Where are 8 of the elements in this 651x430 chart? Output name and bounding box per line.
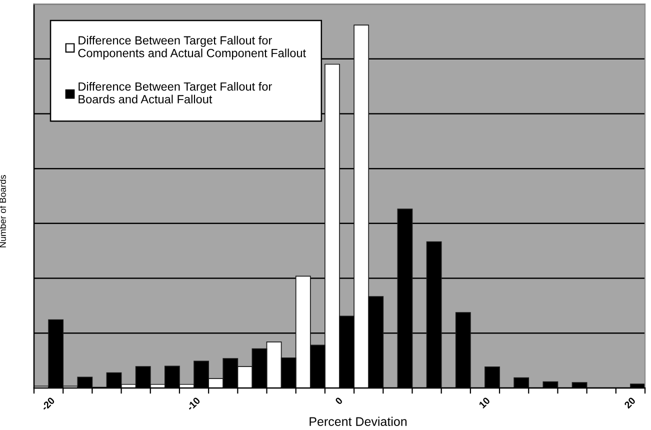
x-tick-label: 0 xyxy=(334,396,343,405)
legend-label: Difference Between Target Fallout for Components and Actual Component Fallout xyxy=(78,36,306,60)
legend-label: Difference Between Target Fallout for Boards and Actual Fallout xyxy=(78,82,272,104)
x-tick-label: 20 xyxy=(624,396,636,409)
x-tick-label: 10 xyxy=(478,396,490,409)
x-tick-label: -10 xyxy=(186,396,201,412)
x-tick-label: -20 xyxy=(40,396,56,412)
x-axis-title: Percent Deviation xyxy=(310,416,407,426)
